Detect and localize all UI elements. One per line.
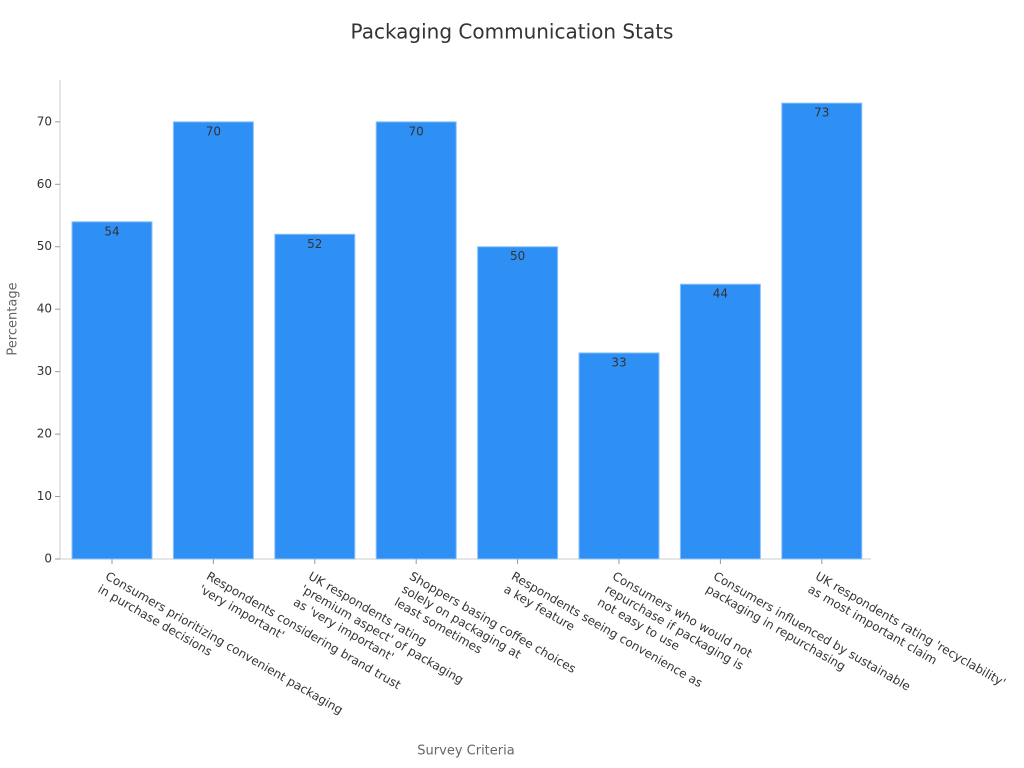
x-axis-label: Survey Criteria — [417, 744, 514, 759]
value-label: 44 — [713, 287, 728, 301]
y-tick-label: 10 — [37, 489, 52, 503]
bar — [172, 121, 254, 560]
bar — [375, 121, 457, 560]
y-tick-label: 50 — [37, 239, 52, 253]
value-label: 70 — [206, 124, 221, 138]
bar — [274, 233, 356, 560]
bar — [679, 283, 761, 560]
bar — [781, 102, 863, 560]
bar — [71, 221, 153, 560]
y-tick-label: 20 — [37, 427, 52, 441]
y-tick-label: 70 — [37, 114, 52, 128]
value-label: 52 — [307, 237, 322, 251]
bar — [477, 246, 559, 560]
chart-title: Packaging Communication Stats — [351, 20, 674, 44]
y-tick-label: 30 — [37, 364, 52, 378]
bar — [578, 352, 660, 560]
value-label: 50 — [510, 249, 525, 263]
y-tick-label: 40 — [37, 302, 52, 316]
y-axis-label: Percentage — [6, 282, 21, 355]
value-label: 73 — [814, 106, 829, 120]
value-label: 54 — [104, 224, 119, 238]
value-label: 33 — [611, 355, 626, 369]
y-tick-label: 0 — [44, 552, 52, 566]
y-tick-label: 60 — [37, 177, 52, 191]
value-label: 70 — [409, 124, 424, 138]
